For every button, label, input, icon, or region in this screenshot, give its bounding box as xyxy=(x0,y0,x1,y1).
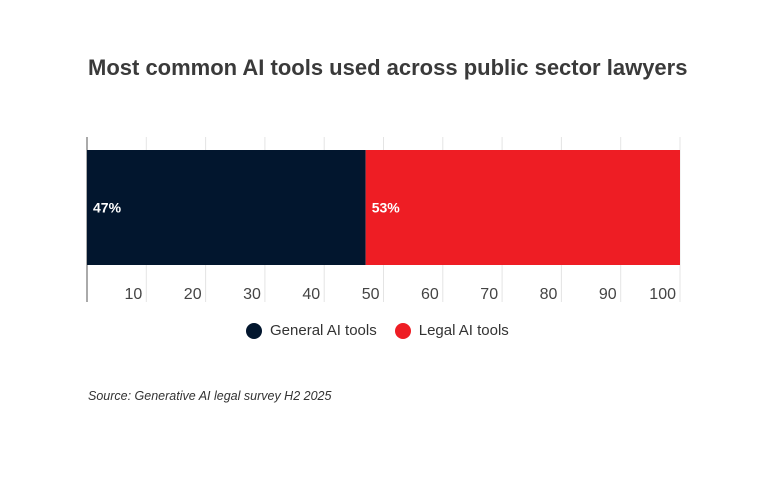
x-tick-label: 100 xyxy=(649,286,676,303)
legend-label-general: General AI tools xyxy=(270,322,377,339)
chart-legend: General AI tools Legal AI tools xyxy=(246,322,509,339)
stacked-bar-chart: 47% 53% 10 20 30 40 50 60 70 80 90 100 xyxy=(86,137,681,303)
legend-item-legal: Legal AI tools xyxy=(394,322,509,339)
legend-label-legal: Legal AI tools xyxy=(418,322,509,339)
x-tick-label: 90 xyxy=(599,286,617,303)
legend-swatch-general xyxy=(246,322,262,339)
x-tick-label: 30 xyxy=(243,286,261,303)
x-tick-label: 10 xyxy=(125,286,143,303)
bar-segment xyxy=(87,150,366,265)
source-note: Source: Generative AI legal survey H2 20… xyxy=(88,389,332,403)
x-tick-label: 70 xyxy=(480,286,498,303)
chart-title: Most common AI tools used across public … xyxy=(88,55,688,80)
x-tick-label: 20 xyxy=(184,286,202,303)
x-tick-label: 80 xyxy=(540,286,558,303)
data-label: 53% xyxy=(372,200,401,216)
data-label: 47% xyxy=(93,200,122,216)
legend-item-general: General AI tools xyxy=(246,322,377,339)
x-tick-label: 50 xyxy=(362,286,380,303)
bar-segment xyxy=(365,150,680,265)
x-tick-label: 40 xyxy=(302,286,320,303)
x-tick-label: 60 xyxy=(421,286,439,303)
legend-swatch-legal xyxy=(394,322,411,339)
